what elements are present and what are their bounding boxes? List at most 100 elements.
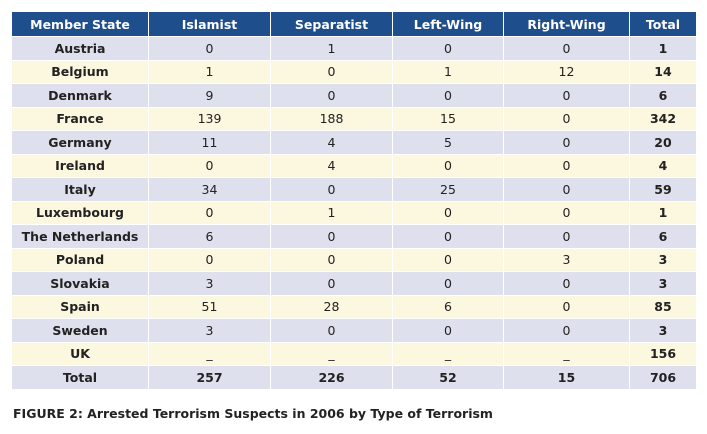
cell-member-state: Belgium xyxy=(12,59,149,83)
cell-member-state: UK xyxy=(12,341,149,365)
table-row: Luxembourg 0 1 0 0 1 xyxy=(12,200,696,224)
total-cell-separatist: 226 xyxy=(271,365,393,389)
cell-right-wing: 0 xyxy=(504,177,630,201)
cell-member-state: Slovakia xyxy=(12,271,149,295)
cell-separatist: 0 xyxy=(271,59,393,83)
cell-separatist: 0 xyxy=(271,177,393,201)
cell-right-wing: 12 xyxy=(504,59,630,83)
arrests-table: Member State Islamist Separatist Left-Wi… xyxy=(12,12,696,389)
cell-member-state: Sweden xyxy=(12,318,149,342)
table-row: Belgium 1 0 1 12 14 xyxy=(12,59,696,83)
cell-total: 3 xyxy=(630,247,696,271)
cell-member-state: Austria xyxy=(12,36,149,60)
cell-member-state: The Netherlands xyxy=(12,224,149,248)
cell-right-wing: 0 xyxy=(504,83,630,107)
cell-right-wing: 3 xyxy=(504,247,630,271)
cell-separatist: 1 xyxy=(271,36,393,60)
total-cell-total: 706 xyxy=(630,365,696,389)
cell-islamist: 51 xyxy=(149,294,271,318)
cell-islamist: 0 xyxy=(149,153,271,177)
cell-left-wing: 5 xyxy=(393,130,504,154)
cell-right-wing: 0 xyxy=(504,153,630,177)
cell-islamist: 9 xyxy=(149,83,271,107)
cell-total: 85 xyxy=(630,294,696,318)
cell-right-wing: 0 xyxy=(504,271,630,295)
table-row: France 139 188 15 0 342 xyxy=(12,106,696,130)
cell-islamist: 0 xyxy=(149,247,271,271)
cell-right-wing: 0 xyxy=(504,106,630,130)
table-row: Italy 34 0 25 0 59 xyxy=(12,177,696,201)
cell-total: 6 xyxy=(630,83,696,107)
cell-total: 59 xyxy=(630,177,696,201)
cell-islamist: 3 xyxy=(149,271,271,295)
cell-total: 156 xyxy=(630,341,696,365)
cell-total: 1 xyxy=(630,36,696,60)
table-row: Austria 0 1 0 0 1 xyxy=(12,36,696,60)
table-row: Denmark 9 0 0 0 6 xyxy=(12,83,696,107)
cell-islamist: 3 xyxy=(149,318,271,342)
cell-right-wing: 0 xyxy=(504,130,630,154)
cell-islamist: 1 xyxy=(149,59,271,83)
cell-separatist: 188 xyxy=(271,106,393,130)
cell-islamist: 139 xyxy=(149,106,271,130)
cell-member-state: Luxembourg xyxy=(12,200,149,224)
table-row: The Netherlands 6 0 0 0 6 xyxy=(12,224,696,248)
col-header-left-wing: Left-Wing xyxy=(393,12,504,36)
table-row: Spain 51 28 6 0 85 xyxy=(12,294,696,318)
cell-islamist: _ xyxy=(149,341,271,365)
cell-right-wing: 0 xyxy=(504,318,630,342)
cell-total: 3 xyxy=(630,271,696,295)
cell-right-wing: 0 xyxy=(504,224,630,248)
cell-total: 14 xyxy=(630,59,696,83)
cell-left-wing: 1 xyxy=(393,59,504,83)
cell-left-wing: 0 xyxy=(393,36,504,60)
cell-member-state: France xyxy=(12,106,149,130)
cell-left-wing: 0 xyxy=(393,83,504,107)
cell-total: 1 xyxy=(630,200,696,224)
cell-member-state: Germany xyxy=(12,130,149,154)
col-header-islamist: Islamist xyxy=(149,12,271,36)
cell-right-wing: _ xyxy=(504,341,630,365)
col-header-total: Total xyxy=(630,12,696,36)
cell-total: 342 xyxy=(630,106,696,130)
cell-separatist: 0 xyxy=(271,318,393,342)
cell-total: 3 xyxy=(630,318,696,342)
cell-left-wing: 25 xyxy=(393,177,504,201)
cell-left-wing: 0 xyxy=(393,318,504,342)
table-body: Austria 0 1 0 0 1 Belgium 1 0 1 12 14 Denmark 9 0 0 0 6 Fr… xyxy=(12,36,696,389)
cell-right-wing: 0 xyxy=(504,200,630,224)
cell-separatist: 28 xyxy=(271,294,393,318)
cell-separatist: 0 xyxy=(271,83,393,107)
cell-left-wing: 0 xyxy=(393,200,504,224)
header-row: Member State Islamist Separatist Left-Wi… xyxy=(12,12,696,36)
cell-separatist: 4 xyxy=(271,130,393,154)
cell-left-wing: _ xyxy=(393,341,504,365)
col-header-right-wing: Right-Wing xyxy=(504,12,630,36)
cell-islamist: 0 xyxy=(149,36,271,60)
cell-member-state: Denmark xyxy=(12,83,149,107)
cell-member-state: Poland xyxy=(12,247,149,271)
cell-left-wing: 0 xyxy=(393,247,504,271)
cell-separatist: 4 xyxy=(271,153,393,177)
total-row: Total 257 226 52 15 706 xyxy=(12,365,696,389)
total-cell-islamist: 257 xyxy=(149,365,271,389)
cell-right-wing: 0 xyxy=(504,294,630,318)
cell-total: 6 xyxy=(630,224,696,248)
table-row: Slovakia 3 0 0 0 3 xyxy=(12,271,696,295)
cell-separatist: _ xyxy=(271,341,393,365)
cell-member-state: Italy xyxy=(12,177,149,201)
cell-separatist: 0 xyxy=(271,224,393,248)
cell-separatist: 1 xyxy=(271,200,393,224)
cell-member-state: Spain xyxy=(12,294,149,318)
table-row: Poland 0 0 0 3 3 xyxy=(12,247,696,271)
cell-left-wing: 0 xyxy=(393,153,504,177)
cell-islamist: 11 xyxy=(149,130,271,154)
total-cell-member-state: Total xyxy=(12,365,149,389)
cell-right-wing: 0 xyxy=(504,36,630,60)
col-header-member-state: Member State xyxy=(12,12,149,36)
table-row: Sweden 3 0 0 0 3 xyxy=(12,318,696,342)
figure-caption: FIGURE 2: Arrested Terrorism Suspects in… xyxy=(13,406,493,421)
cell-islamist: 6 xyxy=(149,224,271,248)
col-header-separatist: Separatist xyxy=(271,12,393,36)
cell-total: 4 xyxy=(630,153,696,177)
